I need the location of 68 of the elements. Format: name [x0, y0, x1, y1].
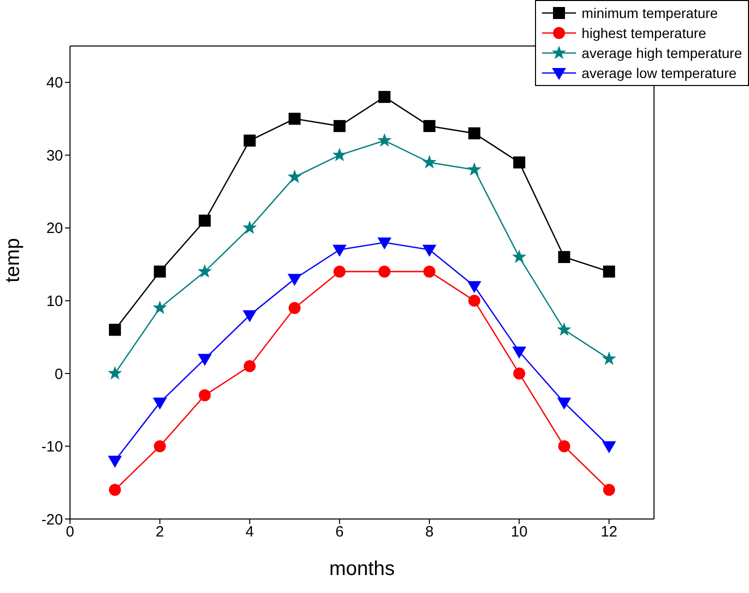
point — [152, 300, 167, 314]
point — [288, 302, 301, 314]
point — [332, 148, 347, 162]
point — [558, 440, 570, 452]
point — [468, 294, 480, 307]
x-tick-label: 0 — [66, 524, 74, 541]
point — [334, 120, 346, 132]
point — [198, 264, 212, 278]
point — [557, 398, 572, 410]
x-tick-label: 12 — [600, 524, 618, 541]
point — [108, 484, 121, 496]
point — [152, 398, 167, 410]
point — [332, 244, 347, 257]
point — [288, 112, 301, 125]
x-tick-label: 6 — [335, 524, 344, 541]
point — [423, 120, 436, 132]
point — [244, 134, 256, 147]
point — [378, 266, 390, 278]
point — [467, 281, 482, 294]
point — [422, 244, 436, 257]
legend-label: highest temperature — [582, 25, 706, 41]
point — [513, 156, 526, 168]
legend-label: minimum temperature — [582, 5, 718, 21]
point — [198, 214, 211, 227]
point — [334, 266, 346, 278]
point — [288, 274, 302, 286]
legend-label: average high temperature — [582, 45, 742, 61]
point — [423, 266, 436, 278]
point — [108, 366, 122, 380]
point — [468, 127, 480, 140]
x-tick-label: 8 — [425, 524, 434, 541]
point — [603, 266, 616, 278]
point — [242, 310, 257, 322]
x-tick-label: 10 — [510, 524, 528, 541]
point — [242, 220, 257, 234]
y-tick-label: -10 — [41, 438, 63, 456]
point — [287, 169, 302, 184]
x-tick-label: 2 — [156, 524, 164, 541]
point — [512, 250, 526, 264]
point — [108, 324, 121, 336]
point — [557, 322, 572, 336]
y-tick-label: 20 — [46, 220, 63, 238]
point — [108, 456, 122, 468]
x-tick-label: 4 — [246, 524, 254, 541]
y-tick-label: 40 — [46, 74, 63, 92]
point — [602, 441, 616, 454]
point — [467, 162, 482, 176]
point — [422, 154, 437, 168]
point — [513, 367, 526, 380]
y-tick-label: 0 — [54, 366, 63, 383]
y-axis-title: temp — [2, 238, 24, 282]
y-tick-label: -20 — [41, 511, 63, 528]
point — [154, 440, 166, 452]
point — [154, 266, 166, 278]
point — [603, 484, 616, 496]
x-axis-title: months — [329, 558, 395, 580]
legend-label: average low temperature — [582, 65, 737, 81]
point — [558, 251, 570, 264]
point — [244, 360, 256, 372]
point — [377, 133, 392, 147]
y-tick-label: 10 — [46, 293, 63, 310]
point — [378, 90, 390, 103]
point — [198, 354, 212, 366]
point — [377, 237, 392, 250]
point — [512, 346, 526, 359]
point — [198, 389, 211, 402]
y-tick-label: 30 — [46, 147, 63, 164]
point — [602, 351, 616, 365]
